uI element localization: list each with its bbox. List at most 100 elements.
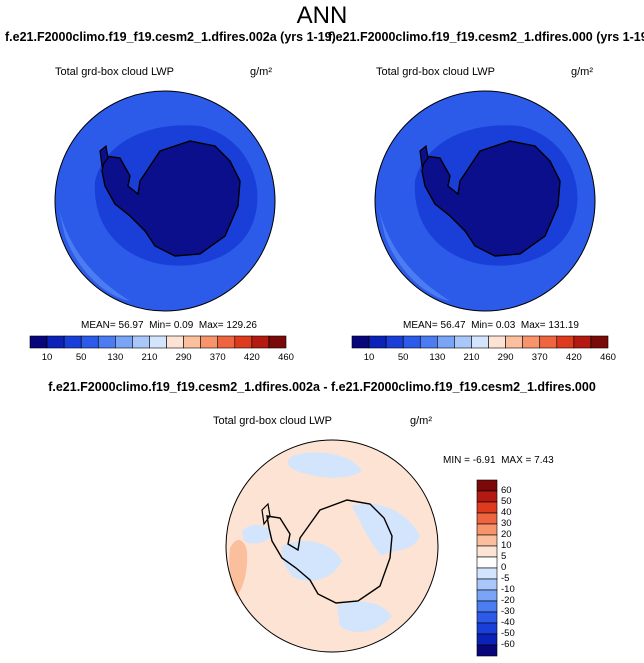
- panel1-colorbar-box: [183, 335, 201, 349]
- panel2-max-label: Max=: [520, 320, 546, 331]
- panel1-map: [54, 90, 276, 312]
- panel2-colorbar-box: [471, 335, 489, 349]
- panel3-colorbar-tick-label: 0: [501, 562, 507, 573]
- panel1-colorbar-tick-label: 460: [278, 352, 294, 363]
- panel3-min-label: MIN =: [443, 455, 470, 466]
- panel2-colorbar-box: [505, 335, 523, 349]
- panel1-colorbar-tick-label: 210: [141, 352, 158, 363]
- panel1-stats: MEAN= 56.97 Min= 0.09 Max= 129.26: [81, 320, 257, 331]
- panel1-colorbar-tick-label: 290: [175, 352, 192, 363]
- panel3-colorbar-box: [476, 611, 498, 624]
- panel1-colorbar-box: [149, 335, 167, 349]
- panel2-mean-value: 56.47: [440, 320, 466, 331]
- panel1-colorbar-tick-label: 50: [75, 352, 87, 363]
- panel1-colorbar-box: [97, 335, 116, 349]
- panel2-map-border: [374, 90, 596, 312]
- panel1-min-value: 0.09: [173, 320, 194, 331]
- panel3-negative-patch-center: [281, 541, 342, 581]
- panel3-colorbar-box: [476, 633, 498, 646]
- panel1-title: f.e21.F2000climo.f19_f19.cesm2_1.dfires.…: [5, 30, 336, 44]
- panel2-units-label: g/m²: [571, 66, 593, 78]
- panel1-map-border: [54, 90, 276, 312]
- panel2-stats: MEAN= 56.47 Min= 0.03 Max= 131.19: [403, 320, 579, 331]
- panel1-colorbar-box: [46, 335, 65, 349]
- panel3-negative-patch-north: [287, 452, 362, 478]
- panel1-colorbar-box: [63, 335, 82, 349]
- panel1-colorbar-box: [251, 335, 270, 349]
- panel1-units-label: g/m²: [250, 66, 272, 78]
- panel3-colorbar-tick-label: -40: [501, 617, 515, 628]
- panel3-colorbar-tick-label: 30: [501, 518, 512, 529]
- panel3-colorbar-box: [476, 556, 498, 569]
- panel1-mean-value: 56.97: [118, 320, 144, 331]
- panel3-colorbar-box: [476, 523, 498, 536]
- panel3-colorbar-tick-label: -5: [501, 573, 510, 584]
- panel1-max-value: 129.26: [226, 320, 257, 331]
- panel2-map: [374, 90, 596, 312]
- panel1-colorbar-box: [234, 335, 253, 349]
- panel2-mean-label: MEAN=: [403, 320, 438, 331]
- panel1-colorbar-box: [217, 335, 236, 349]
- panel3-negative-patch-south: [337, 601, 392, 632]
- panel2-colorbar-tick-label: 50: [397, 352, 409, 363]
- panel3-colorbar-tick-label: 5: [501, 551, 507, 562]
- panel3-colorbar-box: [476, 534, 498, 547]
- panel2-colorbar-box: [437, 335, 455, 349]
- panel3-colorbar-box: [476, 600, 498, 613]
- panel3-colorbar-box: [476, 501, 498, 514]
- panel3-colorbar-tick-label: -30: [501, 606, 515, 617]
- panel3-colorbar: [476, 479, 498, 657]
- panel3-colorbar-tick-label: -60: [501, 639, 515, 650]
- panel2-colorbar-box: [454, 335, 472, 349]
- panel3-peninsula-coastline: [261, 502, 271, 526]
- panel3-colorbar-box: [476, 589, 498, 602]
- panel3-colorbar-box: [476, 578, 498, 591]
- panel3-positive-patch-west: [229, 540, 248, 596]
- page-title: ANN: [296, 2, 348, 29]
- panel2-max-value: 131.19: [548, 320, 579, 331]
- panel2-colorbar-tick-label: 370: [531, 352, 548, 363]
- panel1-colorbar-tick-label: 10: [41, 352, 53, 363]
- panel2-colorbar-box: [385, 335, 404, 349]
- panel3-colorbar-tick-label: -20: [501, 595, 515, 606]
- panel3-antarctica-coastline: [266, 499, 393, 604]
- panel3-colorbar-box: [476, 545, 498, 558]
- panel2-colorbar-tick-label: 460: [600, 352, 616, 363]
- panel2-antarctica: [421, 140, 561, 257]
- panel3-colorbar-tick-label: -50: [501, 628, 515, 639]
- panel3-colorbar-box: [476, 567, 498, 580]
- panel1-colorbar-box: [200, 335, 219, 349]
- diff-title: f.e21.F2000climo.f19_f19.cesm2_1.dfires.…: [48, 380, 596, 394]
- panel3-base: [226, 440, 438, 652]
- panel3-colorbar-tick-label: 60: [501, 485, 512, 496]
- panel2-colorbar-box: [402, 335, 421, 349]
- panel2-colorbar-tick-label: 290: [497, 352, 514, 363]
- panel1-peninsula: [99, 144, 109, 168]
- panel2-variable-label: Total grd-box cloud LWP: [376, 66, 496, 78]
- panel1-min-label: Min=: [149, 320, 172, 331]
- panel2-colorbar-tick-label: 130: [429, 352, 446, 363]
- panel1-max-label: Max=: [198, 320, 224, 331]
- panel1-colorbar-box: [115, 335, 133, 349]
- panel3-variable-label: Total grd-box cloud LWP: [213, 415, 333, 427]
- panel3-max-value: 7.43: [534, 455, 554, 466]
- panel3-colorbar-tick-label: -10: [501, 584, 515, 595]
- panel1-variable-label: Total grd-box cloud LWP: [55, 66, 175, 78]
- panel2-colorbar-tick-label: 420: [565, 352, 582, 363]
- panel3-colorbar-tick-label: 10: [501, 540, 512, 551]
- panel3-stats: MIN = -6.91 MAX = 7.43: [443, 455, 554, 466]
- panel3-colorbar-box: [476, 479, 498, 492]
- panel3-negative-patch-west: [242, 524, 272, 544]
- panel3-colorbar-box: [476, 512, 498, 525]
- panel3-colorbar-tick-label: 20: [501, 529, 512, 540]
- panel1-colorbar-box: [132, 335, 150, 349]
- panel3-negative-patch-east: [352, 503, 420, 556]
- panel3-max-label: MAX =: [501, 455, 532, 466]
- panel2-colorbar-box: [573, 335, 592, 349]
- panel2-colorbar-box: [488, 335, 506, 349]
- panel3-min-value: -6.91: [472, 455, 496, 466]
- panel1-antarctica: [101, 140, 241, 257]
- panel1-colorbar-box: [166, 335, 184, 349]
- panel2-colorbar-tick-label: 210: [463, 352, 480, 363]
- panel2-min-value: 0.03: [495, 320, 516, 331]
